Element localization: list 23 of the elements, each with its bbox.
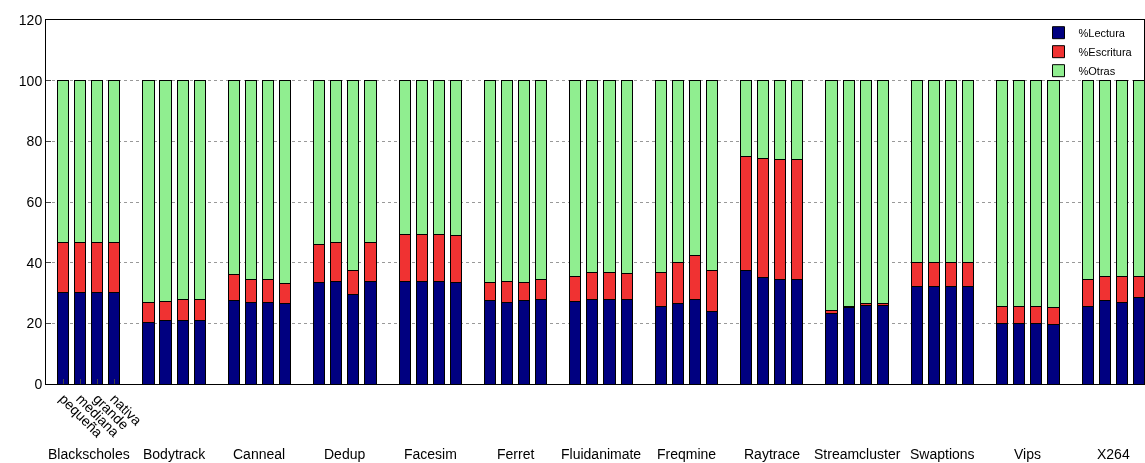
text: Bodytrack (143, 446, 207, 462)
text: Fluidanimate (561, 446, 642, 462)
y-tick-label: 80 (26, 133, 43, 150)
text: Dedup (324, 446, 366, 462)
y-tick-label: 40 (26, 254, 43, 271)
text: Freqmine (657, 446, 717, 462)
text: X264 (1097, 446, 1130, 462)
legend-label: %Otras (1078, 64, 1116, 77)
text: Facesim (404, 446, 457, 462)
text: Ferret (497, 446, 535, 462)
y-tick-label: 120 (18, 11, 43, 28)
y-tick-label: 20 (26, 315, 43, 332)
legend-label: %Escritura (1078, 45, 1133, 58)
text: Raytrace (744, 446, 801, 462)
text: Vips (1014, 446, 1041, 462)
text: Canneal (233, 446, 286, 462)
y-tick-label: 0 (34, 375, 43, 392)
text: Swaptions (910, 446, 975, 462)
text: Streamcluster (814, 446, 901, 462)
y-tick-label: 100 (18, 72, 43, 89)
legend-label: %Lectura (1078, 26, 1126, 39)
y-tick-label: 60 (26, 193, 43, 210)
text: Blackscholes (48, 446, 130, 462)
